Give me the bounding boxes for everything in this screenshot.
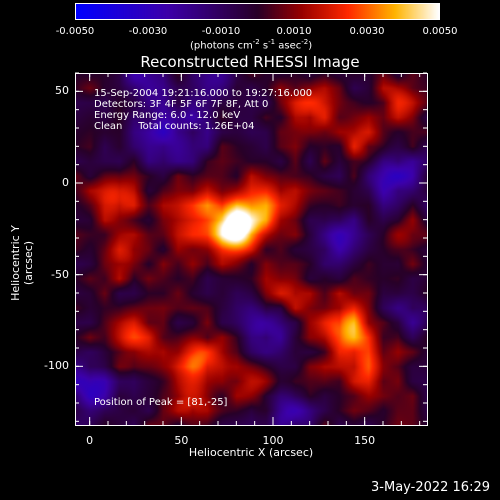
annotation-time-range: 15-Sep-2004 19:21:16.000 to 19:27:16.000 — [94, 88, 313, 99]
y-tick-label: -50 — [51, 267, 69, 281]
y-axis-label: Heliocentric Y (arcsec) — [9, 225, 35, 301]
chart-title: Reconstructed RHESSI Image — [140, 53, 360, 71]
x-tick-label: 150 — [354, 434, 376, 447]
x-tick-label: 100 — [262, 434, 284, 447]
annotation-detectors: Detectors: 3F 4F 5F 6F 7F 8F, Att 0 — [94, 99, 269, 110]
y-tick-label: 50 — [55, 84, 69, 98]
plot-frame — [75, 73, 428, 426]
colorbar-frame — [75, 3, 440, 20]
x-tick-label: 50 — [174, 434, 189, 447]
colorbar-gradient — [76, 4, 439, 19]
colorbar-tick-label: -0.0010 — [201, 26, 241, 37]
tick-marks — [75, 72, 427, 425]
y-tick-label: -100 — [44, 359, 69, 373]
heatmap-image — [75, 73, 427, 425]
x-tick-label: 0 — [86, 434, 94, 447]
colorbar-tick-label: -0.0050 — [55, 26, 95, 37]
annotation-energy-range: Energy Range: 6.0 - 12.0 keV — [94, 110, 241, 121]
colorbar-unit-label: (photons cm-2 s-1 asec-2) — [190, 38, 313, 52]
x-axis-label: Heliocentric X (arcsec) — [188, 446, 314, 459]
y-tick-label: 0 — [62, 176, 69, 189]
annotation-peak-position: Position of Peak = [81,-25] — [94, 397, 228, 408]
annotation-clean-counts: Clean Total counts: 1.26E+04 — [94, 121, 255, 132]
timestamp: 3-May-2022 16:29 — [371, 480, 490, 495]
colorbar-tick-label: 0.0010 — [276, 26, 312, 37]
colorbar-tick-label: -0.0030 — [128, 26, 168, 37]
colorbar-tick-label: 0.0030 — [349, 26, 385, 37]
colorbar-tick-label: 0.0050 — [422, 26, 458, 37]
